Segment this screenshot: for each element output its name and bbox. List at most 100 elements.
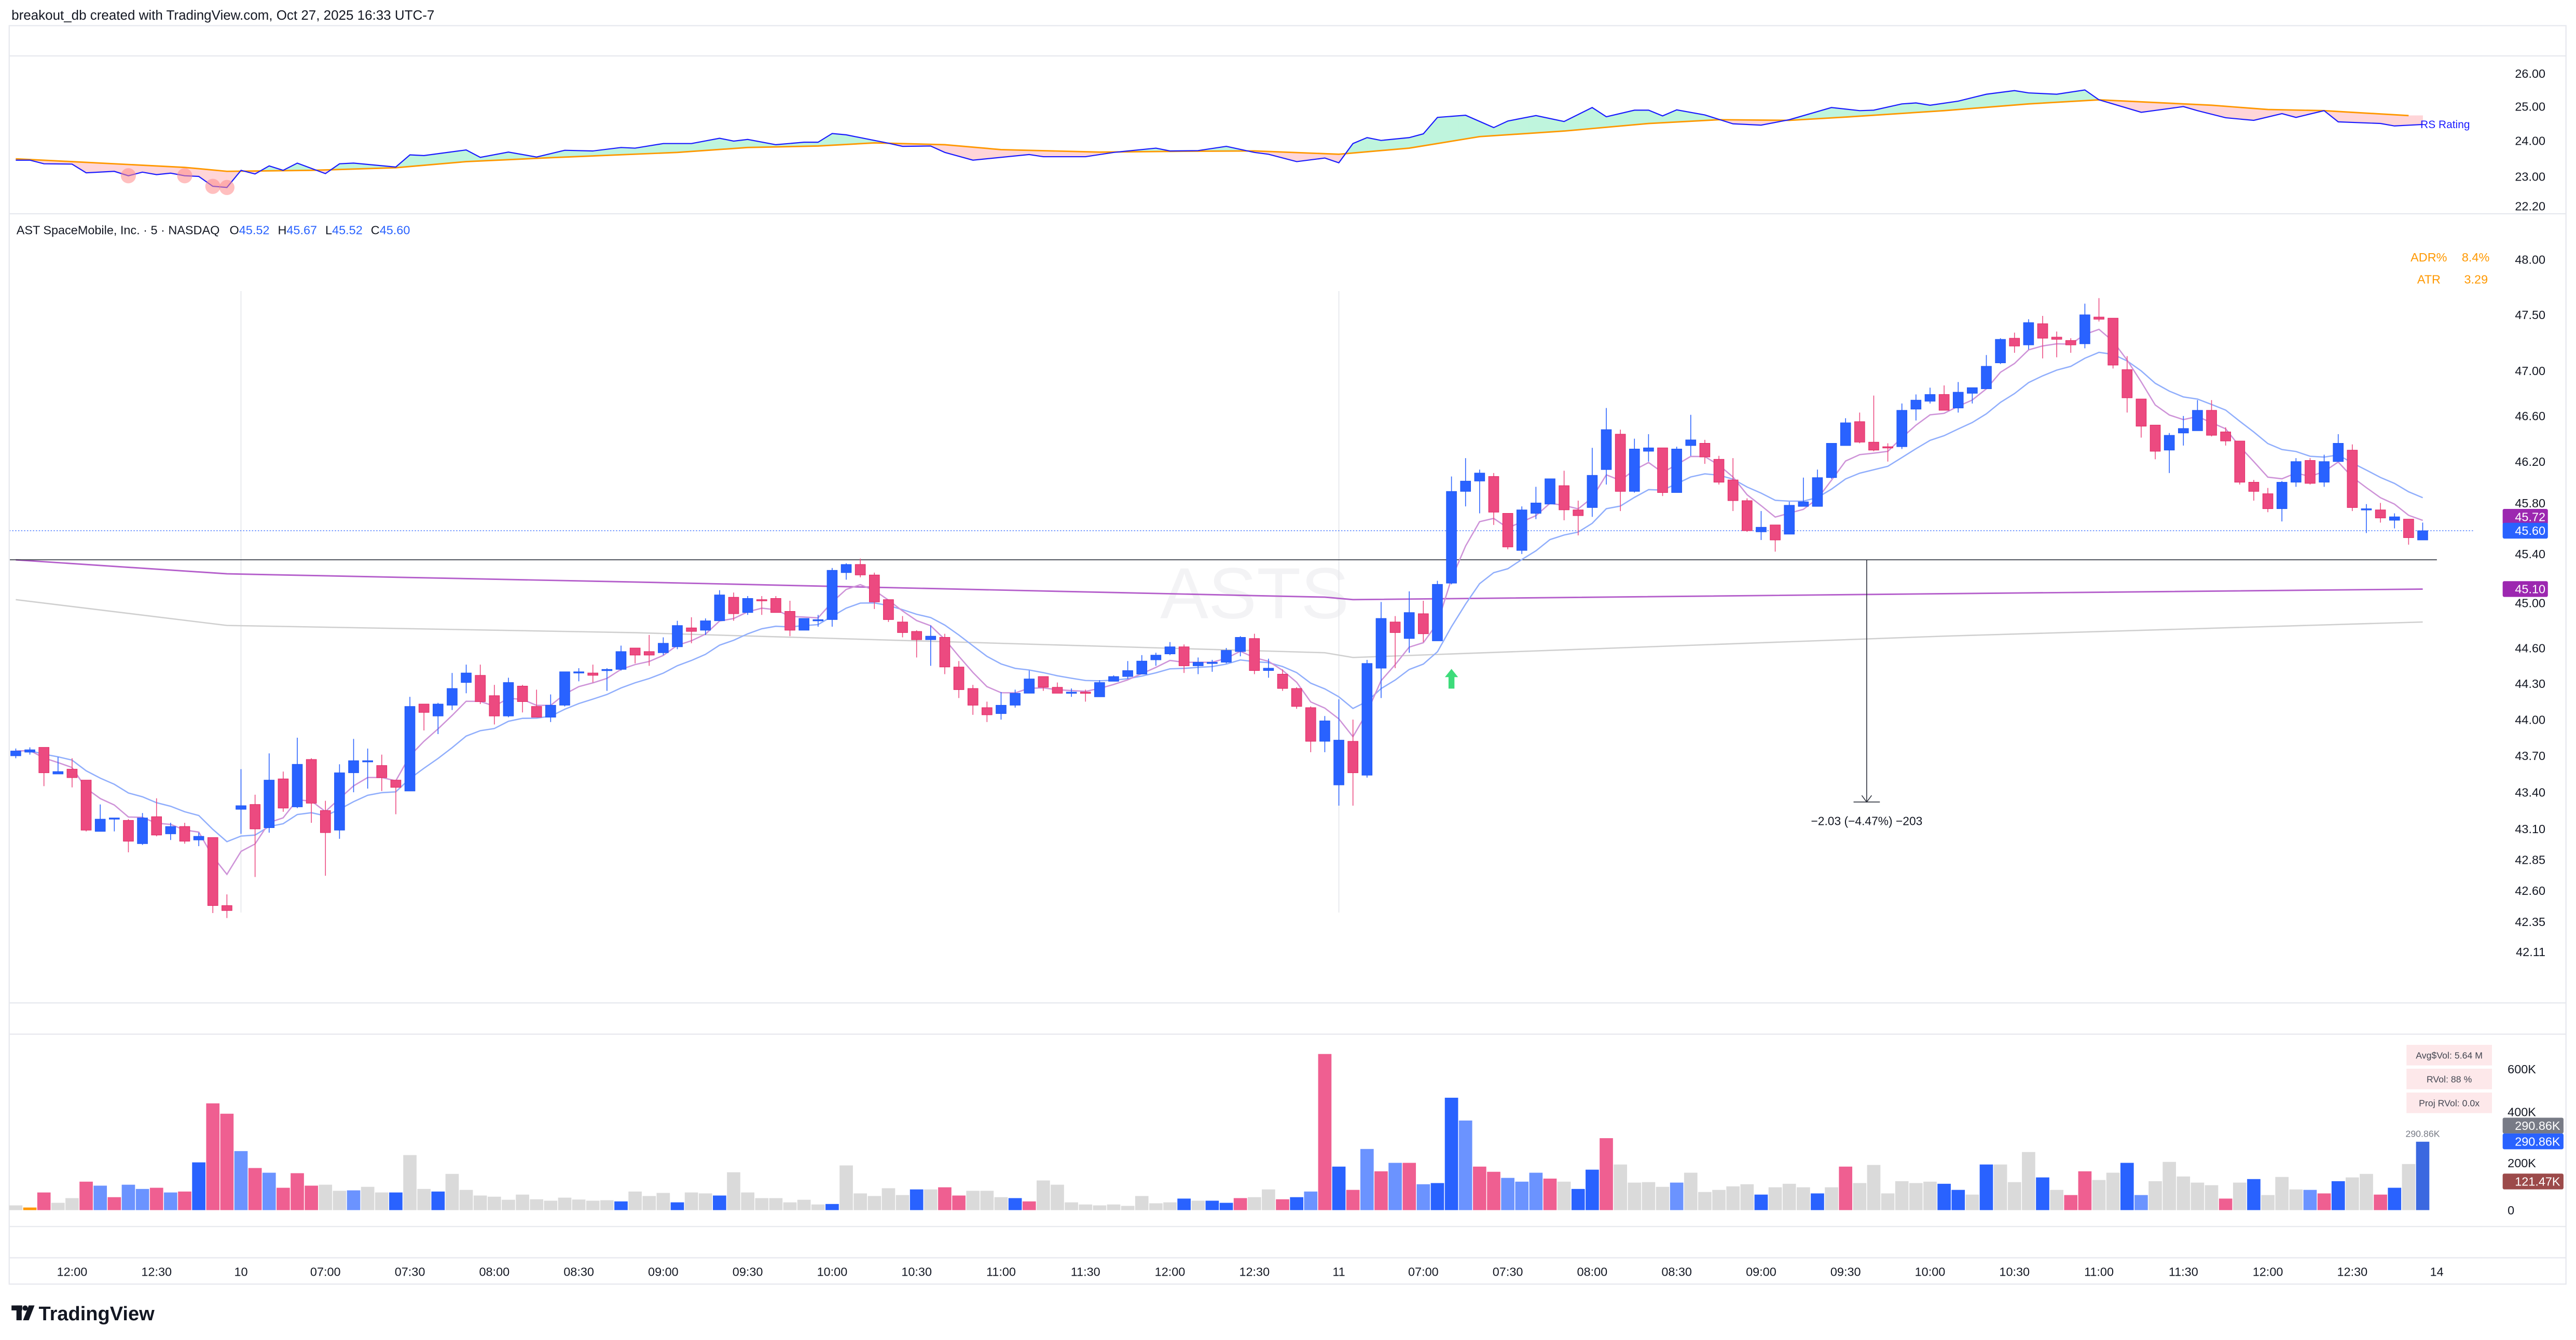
volume-bar[interactable] xyxy=(1670,1182,1684,1210)
volume-bar[interactable] xyxy=(2289,1189,2303,1210)
candle[interactable] xyxy=(1080,689,1091,702)
candle[interactable] xyxy=(362,748,373,789)
candle[interactable] xyxy=(2347,444,2358,512)
volume-bar[interactable] xyxy=(459,1190,473,1210)
candle[interactable] xyxy=(1108,675,1119,682)
candle[interactable] xyxy=(109,818,120,832)
volume-bar[interactable] xyxy=(333,1191,347,1210)
candle[interactable] xyxy=(1981,355,1992,389)
candle[interactable] xyxy=(1657,447,1668,496)
candle[interactable] xyxy=(1784,502,1795,535)
candle[interactable] xyxy=(2262,488,2274,513)
volume-bar[interactable] xyxy=(248,1168,262,1210)
volume-bar[interactable] xyxy=(2162,1162,2176,1210)
volume-bar[interactable] xyxy=(361,1186,375,1210)
candle[interactable] xyxy=(1432,581,1443,641)
volume-bar[interactable] xyxy=(473,1195,487,1210)
volume-bar[interactable] xyxy=(1684,1172,1698,1210)
volume-bar[interactable] xyxy=(825,1204,839,1210)
candle[interactable] xyxy=(1995,338,2006,364)
candle[interactable] xyxy=(672,620,683,650)
volume-bar[interactable] xyxy=(1529,1172,1543,1210)
candle[interactable] xyxy=(756,596,767,615)
candle[interactable] xyxy=(2234,440,2246,485)
candle[interactable] xyxy=(587,665,599,683)
volume-bar[interactable] xyxy=(2261,1195,2275,1210)
volume-bar[interactable] xyxy=(1782,1183,1796,1210)
volume-bar[interactable] xyxy=(684,1192,698,1210)
volume-bar[interactable] xyxy=(1416,1184,1430,1210)
candle[interactable] xyxy=(2389,513,2400,529)
tradingview-logo[interactable]: TradingView xyxy=(11,1303,155,1325)
volume-bar[interactable] xyxy=(37,1192,51,1210)
volume-bar[interactable] xyxy=(2247,1179,2261,1210)
candle[interactable] xyxy=(1235,636,1246,657)
candle[interactable] xyxy=(52,757,64,775)
volume-bar[interactable] xyxy=(896,1195,910,1210)
volume-bar[interactable] xyxy=(1768,1187,1782,1210)
candle[interactable] xyxy=(742,596,753,615)
volume-bar[interactable] xyxy=(924,1189,938,1210)
volume-bar[interactable] xyxy=(2148,1181,2162,1210)
candle[interactable] xyxy=(643,634,655,666)
candle[interactable] xyxy=(1516,506,1527,554)
volume-bar[interactable] xyxy=(1853,1183,1867,1210)
volume-bar[interactable] xyxy=(1346,1190,1360,1210)
candle[interactable] xyxy=(784,601,795,637)
volume-bar[interactable] xyxy=(2331,1181,2345,1210)
candle[interactable] xyxy=(1361,659,1373,778)
volume-bar[interactable] xyxy=(713,1195,726,1210)
volume-bar[interactable] xyxy=(2176,1176,2191,1210)
volume-bar[interactable] xyxy=(51,1203,65,1210)
volume-bar[interactable] xyxy=(487,1196,501,1210)
volume-bar[interactable] xyxy=(881,1188,896,1210)
candle[interactable] xyxy=(236,769,246,834)
candle[interactable] xyxy=(418,703,430,731)
volume-bar[interactable] xyxy=(1543,1178,1557,1210)
volume-bar[interactable] xyxy=(853,1193,867,1210)
candle[interactable] xyxy=(2276,481,2288,522)
candle[interactable] xyxy=(2305,458,2316,485)
candle[interactable] xyxy=(883,599,894,622)
candle[interactable] xyxy=(334,764,345,839)
candle[interactable] xyxy=(855,558,866,577)
candle[interactable] xyxy=(1938,385,1950,411)
candle[interactable] xyxy=(686,617,697,643)
volume-bar[interactable] xyxy=(2303,1190,2317,1210)
candle[interactable] xyxy=(306,758,317,823)
volume-bar[interactable] xyxy=(1937,1183,1951,1210)
candle[interactable] xyxy=(2136,398,2147,438)
candle[interactable] xyxy=(179,823,190,844)
volume-pane[interactable]: 290.86K xyxy=(9,1054,2440,1210)
volume-bar[interactable] xyxy=(192,1162,205,1210)
candle[interactable] xyxy=(1770,524,1781,552)
candle[interactable] xyxy=(1854,412,1865,444)
candle[interactable] xyxy=(250,794,260,877)
volume-bar[interactable] xyxy=(1233,1198,1247,1210)
volume-bar[interactable] xyxy=(1093,1205,1107,1210)
candle[interactable] xyxy=(1713,455,1725,485)
candle[interactable] xyxy=(1221,648,1232,664)
volume-bar[interactable] xyxy=(1951,1190,1965,1210)
candle[interactable] xyxy=(376,754,388,791)
volume-bar[interactable] xyxy=(1487,1171,1500,1210)
volume-bar[interactable] xyxy=(1037,1180,1050,1210)
candle[interactable] xyxy=(1038,676,1049,691)
candle[interactable] xyxy=(629,647,641,664)
candle[interactable] xyxy=(390,780,402,814)
candle[interactable] xyxy=(1629,438,1640,493)
candle[interactable] xyxy=(1896,403,1908,449)
volume-bar[interactable] xyxy=(656,1193,670,1210)
volume-bar[interactable] xyxy=(1388,1163,1402,1210)
candle[interactable] xyxy=(2107,317,2118,369)
candle[interactable] xyxy=(1699,439,1711,464)
candle[interactable] xyxy=(1643,434,1654,462)
volume-bar[interactable] xyxy=(1163,1202,1177,1210)
candle[interactable] xyxy=(1474,469,1485,514)
candle[interactable] xyxy=(2375,503,2386,523)
candle[interactable] xyxy=(1812,469,1823,507)
candle[interactable] xyxy=(207,837,218,914)
candle[interactable] xyxy=(2220,427,2231,446)
volume-bar[interactable] xyxy=(1965,1194,1979,1210)
volume-bar[interactable] xyxy=(305,1185,318,1210)
